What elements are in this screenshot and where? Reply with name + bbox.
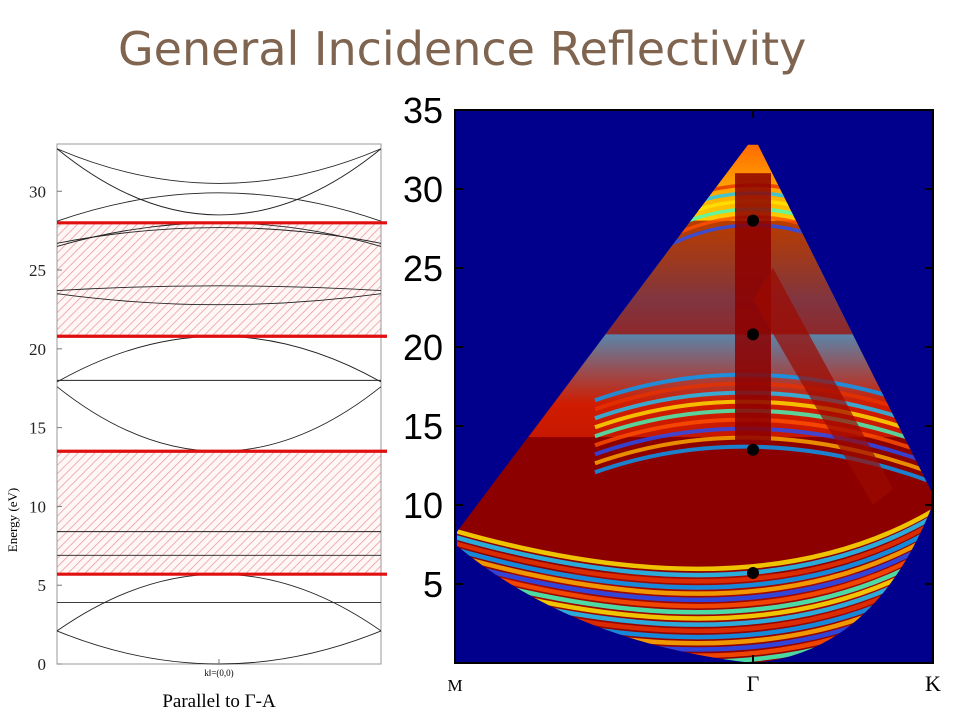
gamma-point-dot [747,566,759,579]
y-tick-label: 5 [38,576,47,595]
y-tick-label: 20 [403,327,443,368]
slide-title: General Incidence Reflectivity [118,22,807,76]
fringe-arc [457,552,931,615]
y-tick-label: 10 [403,485,443,526]
band-line [56,192,382,222]
band-gap-region [57,451,381,575]
x-tick-label: K [925,671,941,696]
band-line [56,293,382,306]
reflectivity-heatmap: 5 10 15 20 25 30 35 M Γ K [403,95,941,696]
band-line [56,285,382,291]
band-structure-chart: 0 5 10 15 20 25 30 Energy (eV) k‖=(0,0) Parall… [5,143,387,712]
y-tick-label: 25 [29,261,46,280]
ridge-band [753,268,893,505]
y-tick-label: 25 [403,248,443,289]
fringe-arc [457,546,931,609]
x-axis-caption: Parallel to Γ-A [162,691,276,712]
band-line [56,335,382,383]
fringe-arc [457,533,931,596]
band-line [56,148,382,184]
y-tick-label: 5 [423,564,443,605]
energy-axis-label: Energy (eV) [5,488,20,552]
k-parallel-label: k‖=(0,0) [204,668,233,678]
fringe-arc [457,508,931,572]
band-line [56,148,382,216]
band-line [56,227,382,244]
y-tick-label: 15 [29,419,46,438]
y-tick-label: 30 [29,182,46,201]
fringe-arc [457,527,931,590]
fringe-arc [457,515,931,578]
y-tick-label: 20 [29,340,46,359]
y-tick-label: 35 [403,95,443,131]
y-tick-label: 15 [403,406,443,447]
fringe-arc [457,521,931,584]
fringe-arc [457,539,931,603]
x-tick-label: Γ [747,671,760,696]
y-tick-label: 30 [403,169,443,210]
x-tick-label: M [447,676,462,695]
gamma-point-dot [747,214,759,227]
band-line [56,386,382,452]
y-tick-label: 0 [38,655,47,674]
fringe-arc [594,444,931,485]
y-tick-label: 10 [29,497,46,516]
map-frame [454,109,934,664]
gamma-point-dot [747,328,759,341]
gamma-point-dot [747,443,759,456]
band-gap-region [57,222,381,337]
